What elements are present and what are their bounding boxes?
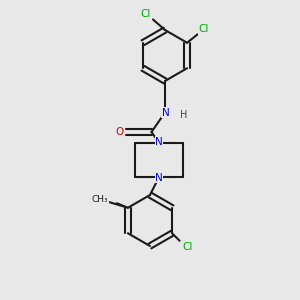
Text: N: N xyxy=(155,172,163,183)
Text: N: N xyxy=(162,107,170,118)
Text: N: N xyxy=(155,137,163,147)
Text: Cl: Cl xyxy=(182,242,192,252)
Text: O: O xyxy=(116,127,124,137)
Text: CH₃: CH₃ xyxy=(92,195,108,204)
Text: Cl: Cl xyxy=(140,8,151,19)
Text: Cl: Cl xyxy=(198,24,209,34)
Text: H: H xyxy=(180,110,187,120)
